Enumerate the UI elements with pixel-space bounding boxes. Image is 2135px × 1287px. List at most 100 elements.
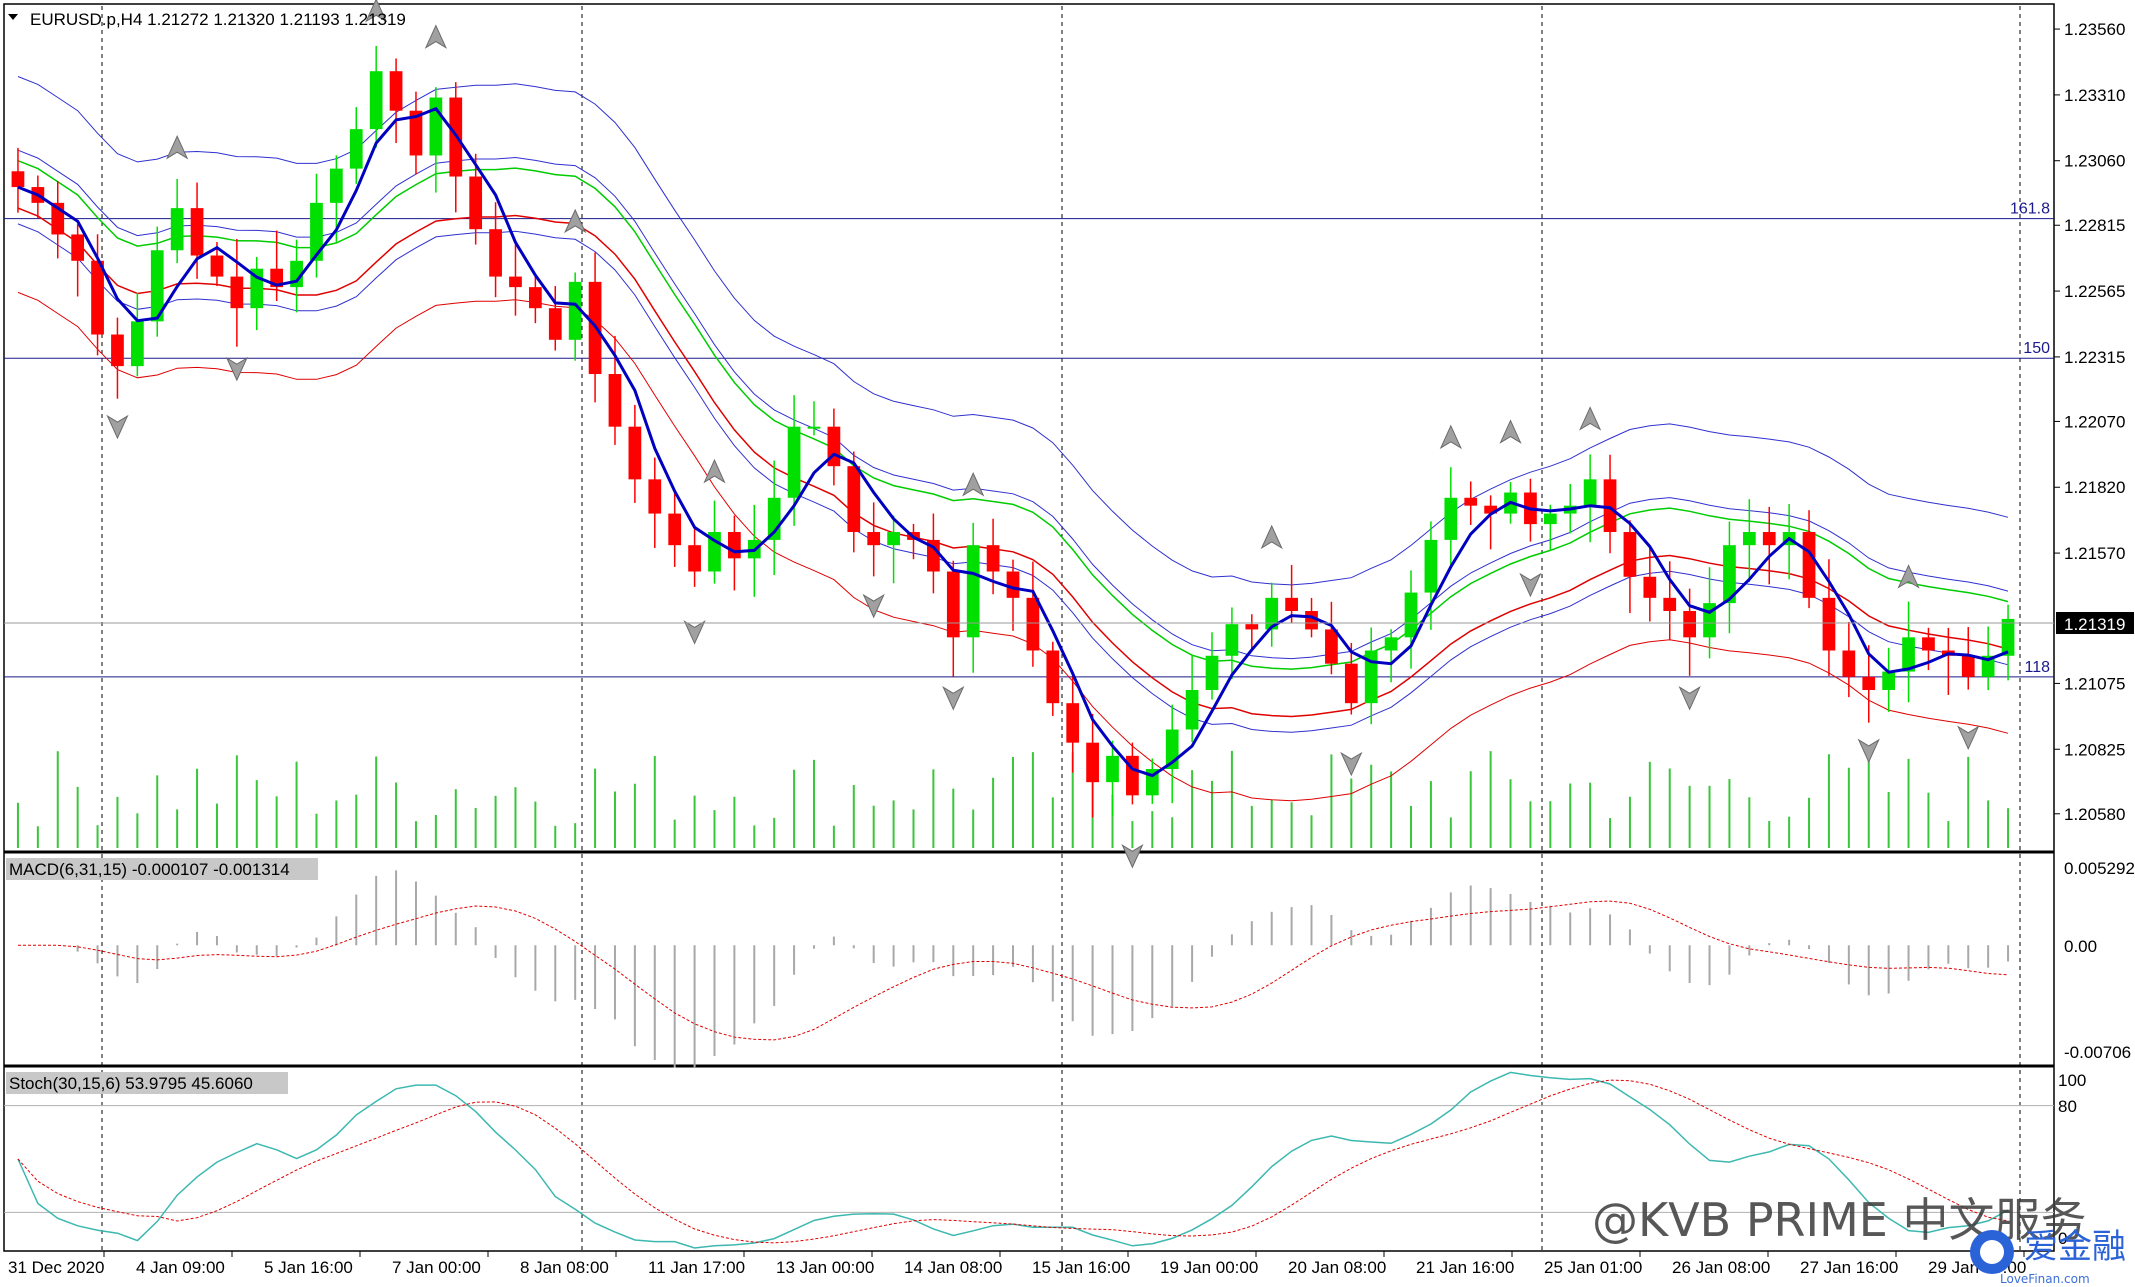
candle-body-64 (1285, 597, 1298, 612)
candle-body-8 (170, 208, 184, 251)
candle-body-96 (1922, 637, 1935, 651)
fractal-up-63 (1260, 524, 1283, 550)
candle-body-94 (1882, 671, 1896, 691)
candle-body-93 (1862, 676, 1876, 691)
candle-body-61 (1225, 624, 1239, 656)
candle-body-6 (130, 321, 144, 367)
fractal-up-48 (962, 472, 985, 497)
candle-body-92 (1842, 650, 1856, 677)
macd-header: MACD(6,31,15) -0.000107 -0.001314 (9, 860, 290, 879)
fractal-down-11 (225, 356, 248, 382)
fractal-up-72 (1439, 424, 1462, 450)
candle-body-79 (1583, 479, 1597, 506)
candle-body-0 (11, 171, 25, 188)
symbol-dropdown-icon[interactable] (8, 14, 18, 20)
candle-body-28 (568, 281, 582, 340)
candle-body-47 (946, 571, 960, 638)
fractal-down-76 (1519, 572, 1542, 598)
candle-body-63 (1265, 597, 1279, 630)
candle-body-87 (1742, 532, 1756, 546)
candle-body-54 (1086, 742, 1099, 783)
candle-body-69 (1384, 637, 1398, 651)
candle-body-49 (986, 545, 1000, 572)
fractal-up-8 (166, 134, 189, 160)
macd-axis-label-0: 0.005292 (2064, 859, 2135, 878)
stoch-d-line (17, 1079, 2009, 1244)
candle-body-53 (1066, 703, 1080, 743)
time-label-10: 20 Jan 08:00 (1288, 1258, 1386, 1277)
stoch-k-line (17, 1071, 2009, 1249)
candle-body-9 (190, 208, 204, 256)
price-label-12: 1.20580 (2064, 805, 2125, 824)
candle-body-27 (548, 308, 562, 340)
band-upper-blue-inner (17, 149, 2009, 660)
price-label-2: 1.23060 (2064, 152, 2125, 171)
volume-bars (16, 750, 2010, 848)
candle-body-99 (1981, 655, 1995, 677)
candle-body-46 (927, 539, 940, 572)
time-label-11: 21 Jan 16:00 (1416, 1258, 1514, 1277)
candle-body-66 (1325, 629, 1338, 664)
candlestick-series (11, 46, 2015, 818)
stoch-header: Stoch(30,15,6) 53.9795 45.6060 (9, 1074, 253, 1093)
candle-body-18 (369, 71, 383, 130)
price-label-10: 1.21075 (2064, 674, 2125, 693)
band-green (17, 160, 2009, 670)
candle-body-80 (1603, 479, 1617, 533)
candle-body-68 (1364, 650, 1378, 704)
fractal-down-43 (862, 593, 885, 619)
price-label-0: 1.23560 (2064, 20, 2125, 39)
logo-sub: LoveFinan.com (2000, 1272, 2090, 1286)
fractal-up-79 (1579, 406, 1602, 431)
stoch-panel: 100 80 0 (4, 1071, 2086, 1249)
candle-body-21 (429, 97, 443, 156)
fractal-up-18 (365, 0, 388, 23)
fractal-down-67 (1340, 751, 1363, 777)
candle-body-26 (529, 287, 542, 309)
candle-body-83 (1663, 597, 1677, 612)
candle-body-52 (1046, 650, 1060, 704)
candle-body-42 (847, 466, 861, 533)
candle-body-51 (1026, 597, 1040, 651)
ma-blue-line (17, 106, 2009, 778)
candle-body-23 (469, 176, 483, 230)
fractal-up-75 (1499, 419, 1522, 444)
fractal-down-84 (1678, 686, 1701, 711)
watermark-logo: 爱金融 LoveFinan.com (1970, 1227, 2126, 1286)
band-lower-red (17, 291, 2009, 802)
fib-label-2: 118 (2024, 659, 2050, 676)
fractal-down-93 (1857, 738, 1880, 764)
price-label-1: 1.23310 (2064, 86, 2125, 105)
time-label-6: 13 Jan 00:00 (776, 1258, 874, 1277)
price-label-7: 1.21820 (2064, 478, 2125, 497)
candle-body-84 (1683, 611, 1697, 638)
price-label-5: 1.22315 (2064, 348, 2125, 367)
time-label-14: 27 Jan 16:00 (1800, 1258, 1898, 1277)
candle-body-32 (648, 479, 662, 514)
time-label-4: 8 Jan 08:00 (520, 1258, 609, 1277)
candle-body-77 (1543, 513, 1557, 525)
macd-axis-label-1: 0.00 (2064, 937, 2097, 956)
fractal-down-5 (106, 414, 129, 440)
fractal-down-47 (942, 686, 965, 711)
candle-body-40 (807, 426, 821, 429)
time-label-9: 19 Jan 00:00 (1160, 1258, 1258, 1277)
candle-body-81 (1623, 532, 1637, 577)
candle-body-39 (787, 426, 801, 498)
candle-body-88 (1762, 532, 1776, 546)
price-label-11: 1.20825 (2064, 740, 2125, 759)
time-label-1: 4 Jan 09:00 (136, 1258, 225, 1277)
candle-body-33 (668, 513, 682, 546)
macd-panel: 0.005292 0.00 -0.00706 (18, 859, 2135, 1068)
candle-body-98 (1961, 655, 1975, 677)
price-label-6: 1.22070 (2064, 412, 2125, 431)
time-label-8: 15 Jan 16:00 (1032, 1258, 1130, 1277)
candle-body-11 (230, 276, 244, 309)
candle-body-20 (409, 110, 423, 156)
candle-body-4 (91, 260, 104, 335)
candle-body-90 (1802, 532, 1816, 598)
price-label-4: 1.22565 (2064, 282, 2125, 301)
fib-lines: 161.8 150 118 (4, 201, 2054, 678)
main-header: EURUSD.p,H4 1.21272 1.21320 1.21193 1.21… (30, 10, 406, 29)
